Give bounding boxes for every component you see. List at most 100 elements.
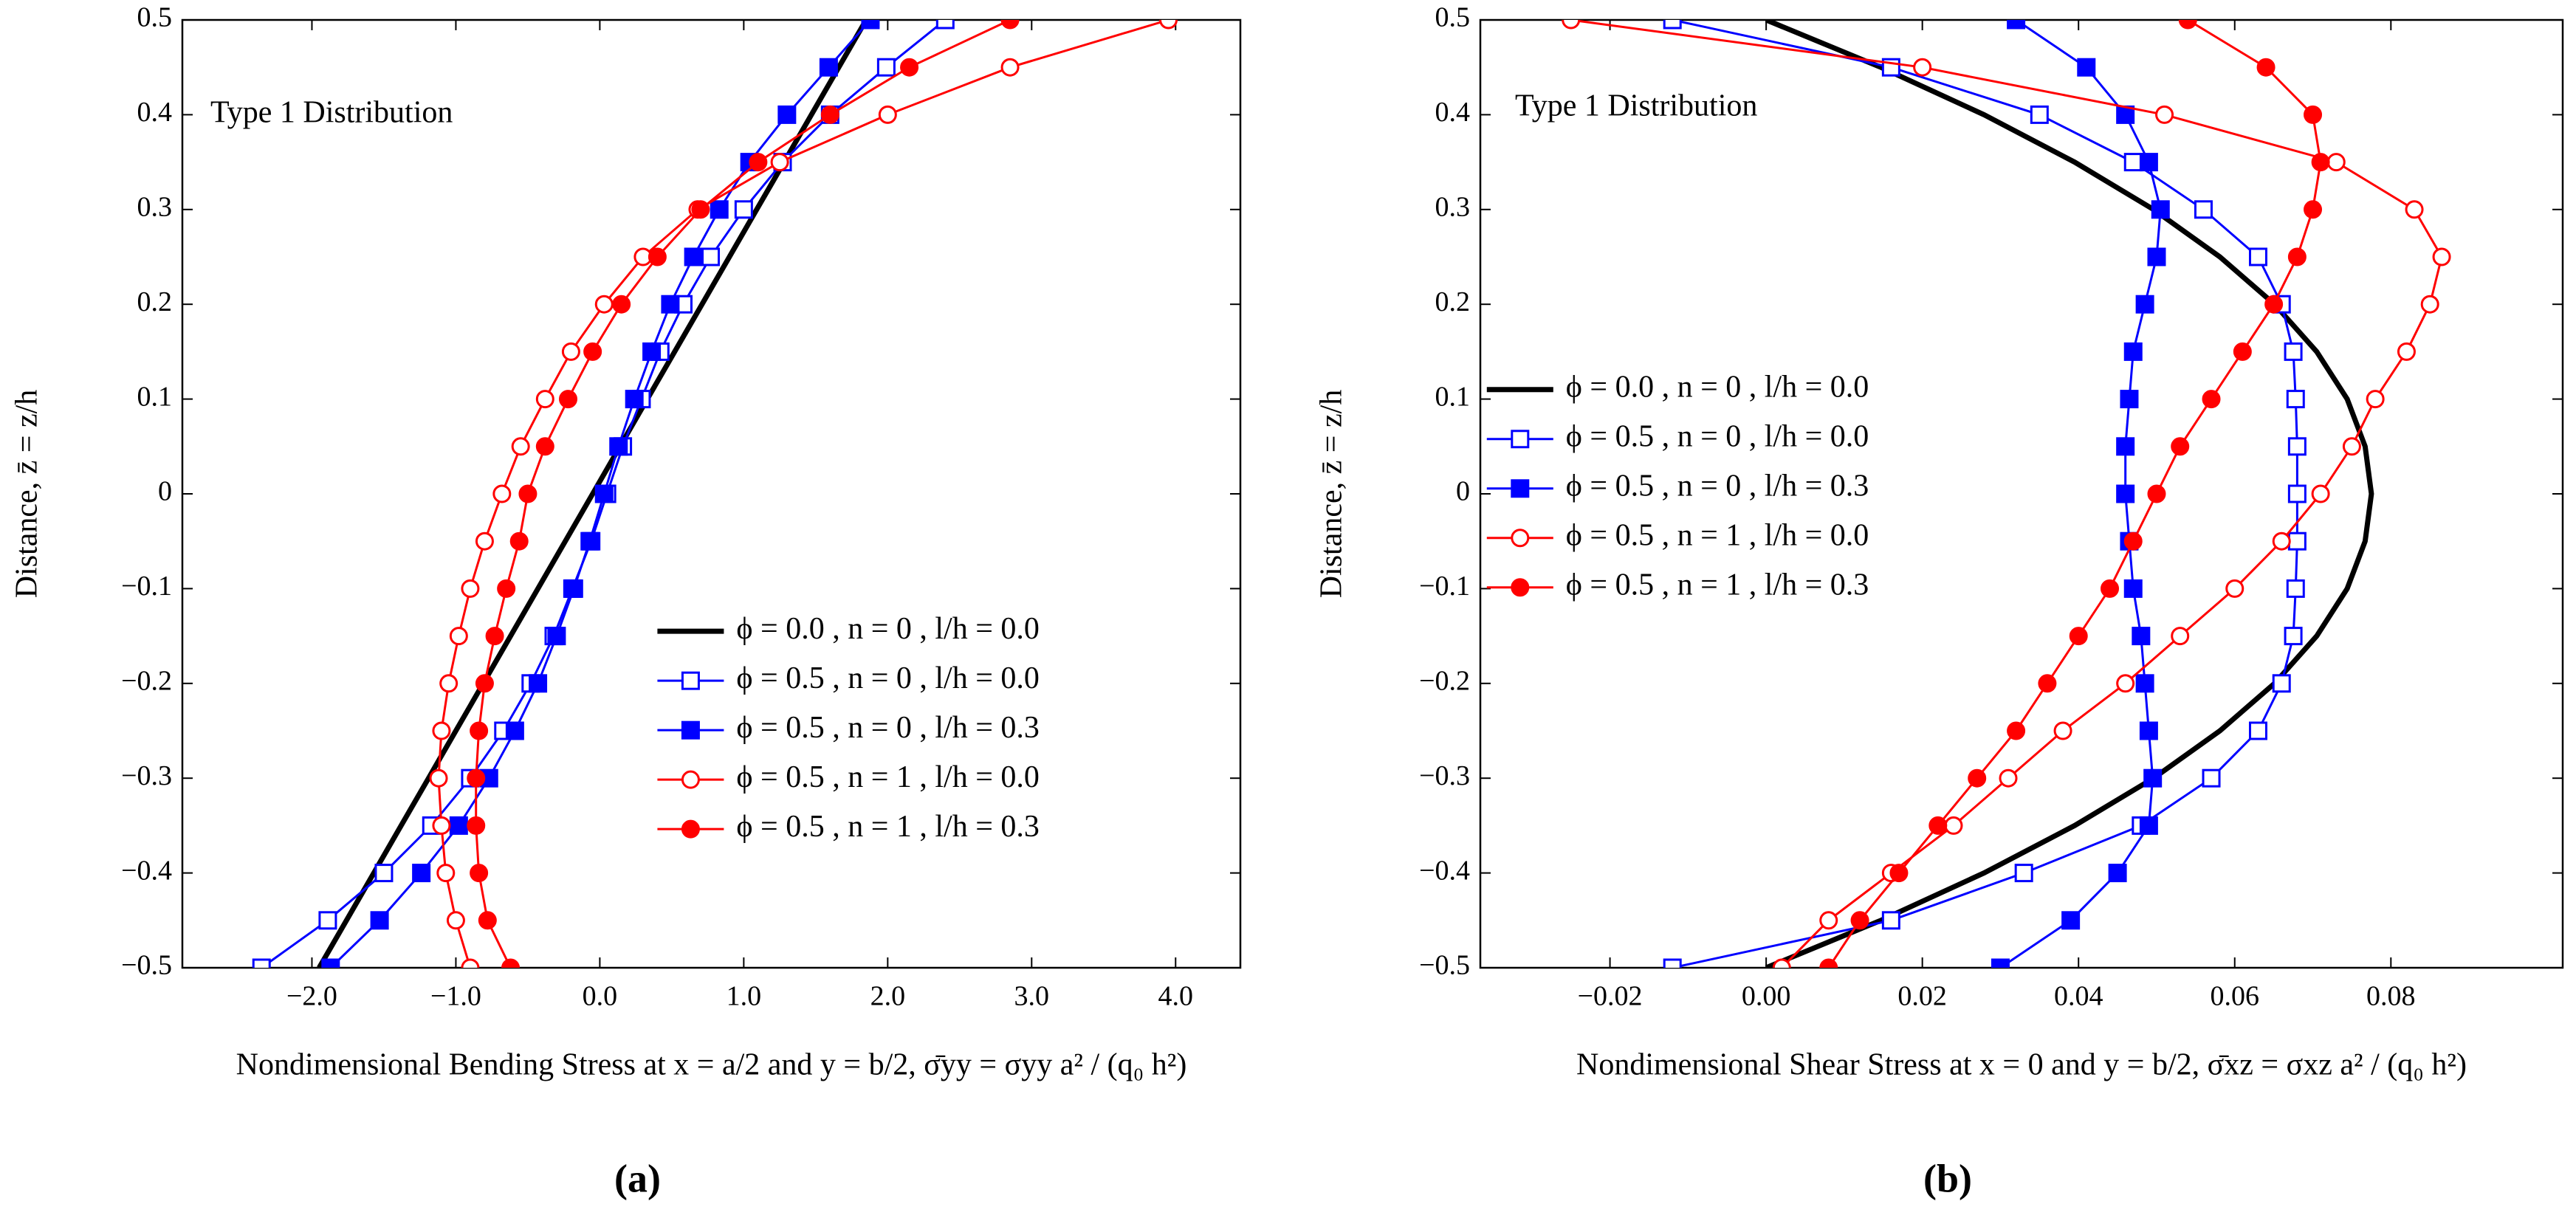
x-axis-label: Nondimensional Shear Stress at x = 0 and… (1576, 1048, 2467, 1082)
marker (583, 342, 602, 361)
marker (449, 816, 468, 835)
x-tick-label: 3.0 (1014, 981, 1050, 1012)
marker (1663, 20, 1682, 30)
marker (1968, 768, 1987, 788)
series-line (317, 20, 869, 968)
marker (449, 627, 468, 646)
marker (1000, 20, 1020, 30)
marker (321, 958, 340, 968)
marker (710, 200, 729, 219)
marker (559, 390, 578, 409)
x-tick-label: 0.02 (1897, 981, 1947, 1012)
marker (2116, 674, 2135, 693)
y-tick-label: 0.4 (137, 97, 173, 128)
marker (1881, 911, 1900, 930)
marker (2030, 105, 2049, 124)
y-tick-label: 0 (158, 476, 172, 507)
marker (412, 864, 431, 883)
legend-label: ϕ = 0.5 , n = 1 , l/h = 0.0 (1566, 518, 1869, 552)
marker (2139, 721, 2158, 740)
panel-label: (b) (1923, 1156, 1972, 1200)
marker (1999, 768, 2018, 788)
x-tick-label: 2.0 (870, 981, 906, 1012)
marker (374, 864, 394, 883)
y-tick-label: −0.5 (121, 950, 172, 981)
marker (691, 200, 710, 219)
y-tick-label: 0.5 (137, 2, 173, 33)
x-tick-label: 0.0 (583, 981, 618, 1012)
y-tick-label: 0.3 (1435, 192, 1471, 223)
marker (2101, 579, 2120, 598)
marker (2272, 531, 2291, 551)
marker (467, 768, 486, 788)
x-tick-label: −0.02 (1578, 981, 1643, 1012)
marker (2248, 247, 2267, 266)
marker (609, 437, 628, 456)
marker (2077, 58, 2096, 77)
y-axis-label: Distance, z̄ = z/h (1315, 390, 1349, 599)
marker (642, 342, 662, 361)
series-line (1765, 20, 2374, 968)
legend-label: ϕ = 0.5 , n = 0 , l/h = 0.3 (1566, 469, 1869, 503)
marker (1819, 911, 1838, 930)
marker (2120, 390, 2139, 409)
x-tick-label: 1.0 (727, 981, 762, 1012)
marker (461, 579, 480, 598)
marker (580, 531, 600, 551)
marker (1511, 578, 1530, 597)
marker (2108, 864, 2127, 883)
marker (485, 627, 504, 646)
legend-label: ϕ = 0.5 , n = 1 , l/h = 0.3 (1566, 568, 1869, 602)
series-layer (1562, 20, 2451, 968)
marker (2287, 484, 2307, 503)
marker (2014, 864, 2033, 883)
marker (318, 911, 337, 930)
x-tick-label: 0.06 (2211, 981, 2260, 1012)
marker (1511, 479, 1530, 498)
marker (1819, 958, 1838, 968)
marker (2287, 437, 2307, 456)
marker (681, 770, 700, 789)
series-layer (252, 20, 1178, 968)
y-tick-label: −0.5 (1419, 950, 1470, 981)
marker (1511, 529, 1530, 548)
marker (612, 295, 631, 314)
marker (535, 437, 554, 456)
marker (819, 58, 838, 77)
marker (461, 958, 480, 968)
marker (2202, 390, 2221, 409)
marker (2432, 247, 2451, 266)
marker (2123, 579, 2143, 598)
marker (561, 342, 580, 361)
y-tick-label: −0.2 (121, 666, 172, 697)
marker (2264, 295, 2284, 314)
marker (861, 20, 880, 30)
marker (701, 247, 721, 266)
marker (594, 484, 614, 503)
marker (529, 674, 548, 693)
marker (2342, 437, 2361, 456)
marker (2286, 579, 2305, 598)
marker (564, 579, 583, 598)
marker (2061, 911, 2081, 930)
marker (2143, 768, 2163, 788)
marker (2287, 247, 2307, 266)
marker (501, 958, 521, 968)
marker (439, 674, 458, 693)
marker (661, 295, 680, 314)
marker (1772, 958, 1791, 968)
panel-label: (a) (614, 1156, 661, 1200)
marker (436, 864, 456, 883)
y-tick-label: −0.3 (1419, 760, 1470, 791)
marker (2311, 484, 2330, 503)
marker (876, 58, 896, 77)
marker (820, 105, 839, 124)
marker (2286, 390, 2305, 409)
marker (547, 627, 566, 646)
marker (1562, 20, 1581, 30)
marker (2287, 531, 2307, 551)
legend-label: ϕ = 0.5 , n = 0 , l/h = 0.0 (736, 661, 1040, 695)
marker (2311, 153, 2330, 172)
y-tick-label: −0.4 (121, 855, 172, 886)
y-tick-label: 0.2 (1435, 286, 1471, 317)
